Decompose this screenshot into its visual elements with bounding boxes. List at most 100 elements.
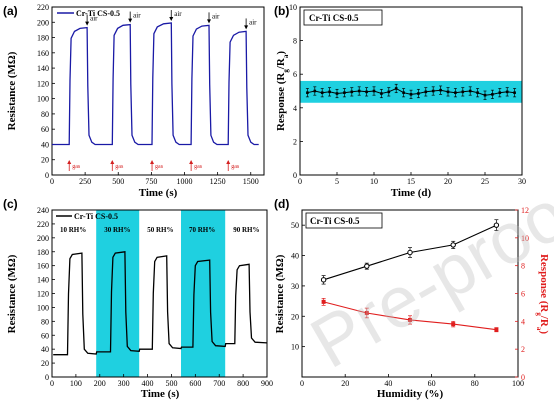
panel-b-data-point [394, 87, 398, 90]
panel-d-response-point [494, 327, 499, 332]
panel-d-y2-tick-label: 12 [521, 206, 529, 215]
panel-c-y-tick-label: 100 [37, 303, 49, 312]
panel-a-gas-label: gas [115, 164, 124, 170]
panel-d-y2-tick-label: 6 [521, 290, 525, 299]
panel-c-y-tick-label: 0 [45, 373, 49, 382]
panel-c-rh-label: 30 RH% [104, 226, 130, 234]
panel-b-data-point [380, 92, 383, 95]
panel-a-gas-label: gas [194, 164, 203, 170]
panel-c-x-tick-label: 0 [50, 379, 54, 388]
panel-b-x-tick-label: 20 [444, 177, 452, 186]
panel-b-x-tick-label: 15 [407, 177, 415, 186]
panel-a-gas-label: gas [231, 164, 240, 170]
panel-d-y2-tick-label: 4 [521, 317, 525, 326]
panel-c-x-tick-label: 100 [70, 379, 82, 388]
panel-b-data-point [320, 91, 324, 94]
panel-c-rh-label: 90 RH% [233, 226, 259, 234]
panel-a-y-tick-label: 120 [37, 79, 49, 88]
panel-b-data-point [424, 90, 428, 94]
panel-a-air-label: air [133, 12, 141, 20]
panel-a-air-arrowhead [207, 19, 212, 24]
panel-b-data-point [365, 90, 368, 94]
panel-d-resistance-point [364, 263, 370, 269]
panel-a-legend-label: Cr-Ti CS-0.5 [76, 9, 120, 18]
panel-c-plot-frame [51, 209, 268, 378]
panel-b-data-point [468, 89, 472, 93]
panel-d-x-axis-title: Humidity (%) [377, 388, 444, 400]
panel-a-gas-arrowhead [189, 160, 194, 164]
panel-d-y-tick-label: 20 [291, 312, 299, 321]
panel-b-data-point [357, 89, 361, 93]
panel-a-y-tick-label: 160 [37, 49, 49, 58]
panel-c-x-axis-title: Time (s) [141, 388, 180, 400]
panel-a-x-tick-label: 500 [112, 177, 124, 186]
panel-c-y-tick-label: 220 [37, 220, 49, 229]
panel-b-data-point [402, 91, 405, 94]
panel-a-x-tick-label: 750 [145, 177, 157, 186]
panel-letter-a: (a) [3, 4, 18, 18]
panel-b-data-point [505, 90, 509, 94]
panel-a-gas-arrowhead [67, 160, 72, 164]
panel-c-y-tick-label: 20 [41, 359, 49, 368]
panel-c-x-tick-label: 300 [118, 379, 130, 388]
panel-c-x-tick-label: 400 [142, 379, 154, 388]
panel-c-highlight-band [181, 210, 226, 377]
panel-d-legend-label: Cr-Ti CS-0.5 [310, 216, 360, 226]
panel-b-y-tick-label: 2 [293, 137, 297, 146]
panel-b-data-point [372, 89, 376, 93]
panel-d-y-axis-title: Resistance (MΩ) [274, 254, 286, 333]
panel-a-air-label: air [174, 10, 182, 18]
panel-c-x-tick-label: 800 [237, 379, 249, 388]
panel-c-rh-label: 50 RH% [147, 226, 173, 234]
panel-b-data-point [306, 91, 309, 94]
panel-a-x-axis-title: Time (s) [139, 187, 178, 199]
panel-c-y-tick-label: 60 [41, 331, 49, 340]
panel-b-y-tick-label: 4 [293, 104, 297, 113]
panel-d-x-tick-label: 20 [341, 379, 349, 388]
panel-b-data-point [313, 89, 317, 93]
panel-b-y-tick-label: 8 [293, 37, 297, 46]
panel-c-x-tick-label: 700 [213, 379, 225, 388]
panel-d-response-point [364, 310, 369, 315]
panel-c-y-tick-label: 160 [37, 262, 49, 271]
panel-d-resistance-point [450, 242, 456, 248]
panel-d-y-tick-label: 50 [291, 221, 299, 230]
panel-b-data-point [483, 93, 487, 97]
panel-d-x-tick-label: 80 [471, 379, 479, 388]
panel-b-y-tick-label: 0 [293, 171, 297, 180]
panel-b-data-point [431, 89, 435, 93]
panel-b-x-tick-label: 30 [518, 177, 526, 186]
panel-c-y-tick-label: 140 [37, 276, 49, 285]
panel-d-y2-tick-label: 8 [521, 262, 525, 271]
panel-a-y-tick-label: 200 [37, 18, 49, 27]
panel-b-x-tick-label: 5 [335, 177, 339, 186]
panel-c-y-axis-title: Resistance (MΩ) [6, 254, 18, 333]
panel-b-data-point [343, 91, 346, 94]
panel-b-data-point [491, 93, 494, 96]
panel-a-y-axis-title: Resistance (MΩ) [6, 51, 18, 130]
panel-a-gas-arrowhead [150, 160, 155, 164]
panel-letter-c: (c) [3, 197, 18, 211]
panel-letter-b: (b) [274, 4, 289, 18]
panel-b-data-point [498, 91, 502, 94]
panel-d-x-tick-label: 0 [300, 379, 304, 388]
panel-d-response-point [321, 299, 326, 304]
panel-d-y2-tick-label: 2 [521, 345, 525, 354]
panel-a-y-tick-label: 20 [41, 156, 49, 165]
panel-a-y-tick-label: 60 [41, 125, 49, 134]
panel-c-x-tick-label: 600 [189, 379, 201, 388]
panel-c-rh-label: 10 RH% [60, 226, 86, 234]
panel-c-chart: 0 100 200 300 400 500 600 700 800 900 0 20 40 60 80 100… [6, 206, 273, 400]
panel-a-gas-arrowhead [110, 160, 115, 164]
panel-c-x-tick-label: 500 [165, 379, 177, 388]
panel-b-data-point [439, 88, 442, 92]
panel-a-y-tick-label: 220 [37, 3, 49, 12]
panel-b-data-point [513, 91, 516, 94]
panel-a-series-line [52, 22, 259, 146]
panel-b-x-axis-title: Time (d) [391, 187, 432, 199]
panel-a-gas-label: gas [72, 164, 81, 170]
panel-d-x-tick-label: 40 [384, 379, 392, 388]
panel-d-resistance-point [493, 222, 500, 228]
panel-b-data-point [350, 90, 354, 94]
